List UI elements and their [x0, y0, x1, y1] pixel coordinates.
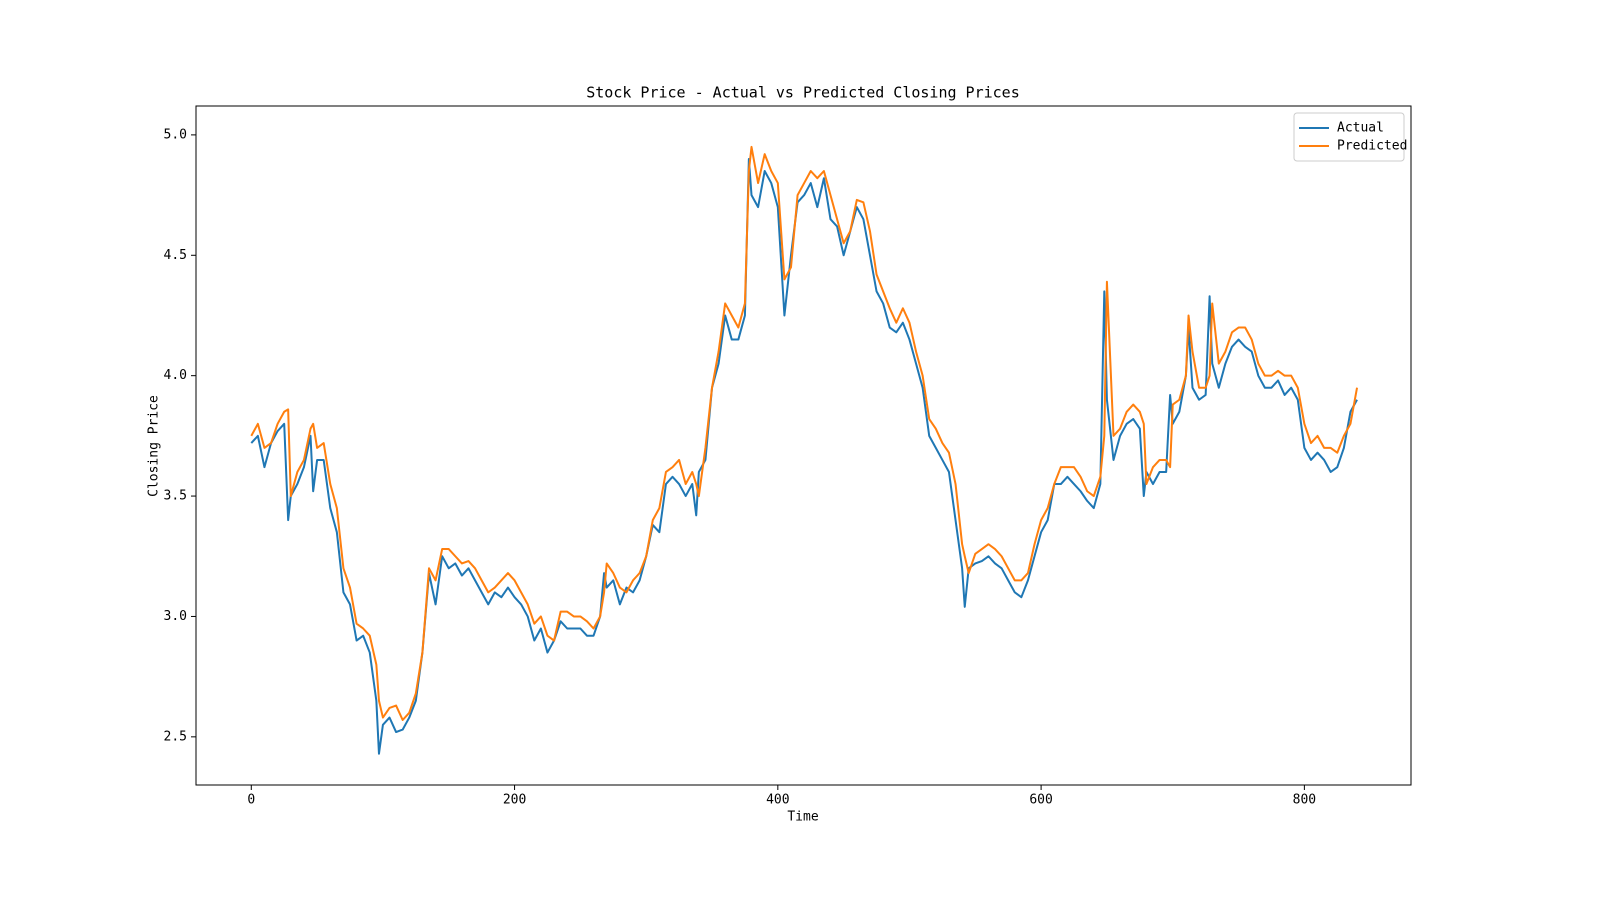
y-tick-label: 3.5 [164, 489, 187, 504]
y-tick-label: 4.0 [164, 368, 187, 383]
y-tick-label: 2.5 [164, 729, 187, 744]
x-axis-label: Time [787, 810, 818, 825]
x-tick-label: 200 [503, 793, 526, 808]
y-tick-label: 3.0 [164, 609, 187, 624]
legend-box [1293, 112, 1405, 162]
y-tick-label: 4.5 [164, 248, 187, 263]
line-series [250, 157, 1358, 755]
y-axis-label: Closing Price [147, 395, 162, 497]
plot-frame [195, 105, 1412, 786]
y-tick-label: 5.0 [164, 127, 187, 142]
x-tick-label: 800 [1293, 793, 1316, 808]
legend-label: Actual [1337, 121, 1384, 136]
x-tick-label: 0 [247, 793, 255, 808]
line-series [250, 145, 1359, 721]
x-tick-label: 600 [1029, 793, 1052, 808]
chart-title: Stock Price - Actual vs Predicted Closin… [586, 84, 1019, 102]
x-tick-label: 400 [766, 793, 789, 808]
legend-label: Predicted [1337, 139, 1407, 154]
